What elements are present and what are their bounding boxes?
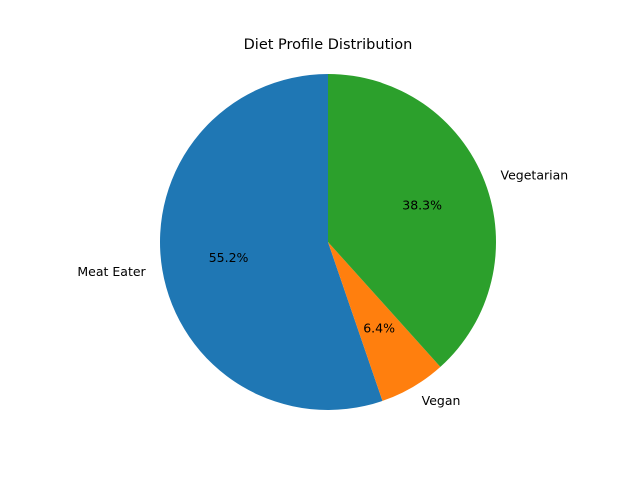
slice-label-vegetarian: Vegetarian (501, 167, 569, 182)
chart-title: Diet Profile Distribution (244, 37, 413, 53)
pie-slice-vegan (328, 242, 441, 401)
pie-labels: Meat Eater 55.2% Vegan 6.4% Vegetarian 38.3% (77, 167, 568, 408)
pct-label-meat-eater: 55.2% (209, 250, 249, 265)
pct-label-vegan: 6.4% (363, 320, 395, 335)
pie-slice-meat-eater (160, 74, 383, 411)
slice-label-vegan: Vegan (422, 393, 461, 408)
slice-label-meat-eater: Meat Eater (77, 264, 146, 279)
pct-label-vegetarian: 38.3% (402, 197, 442, 212)
pie-slice-vegetarian (328, 74, 497, 367)
pie-slices (160, 74, 497, 411)
